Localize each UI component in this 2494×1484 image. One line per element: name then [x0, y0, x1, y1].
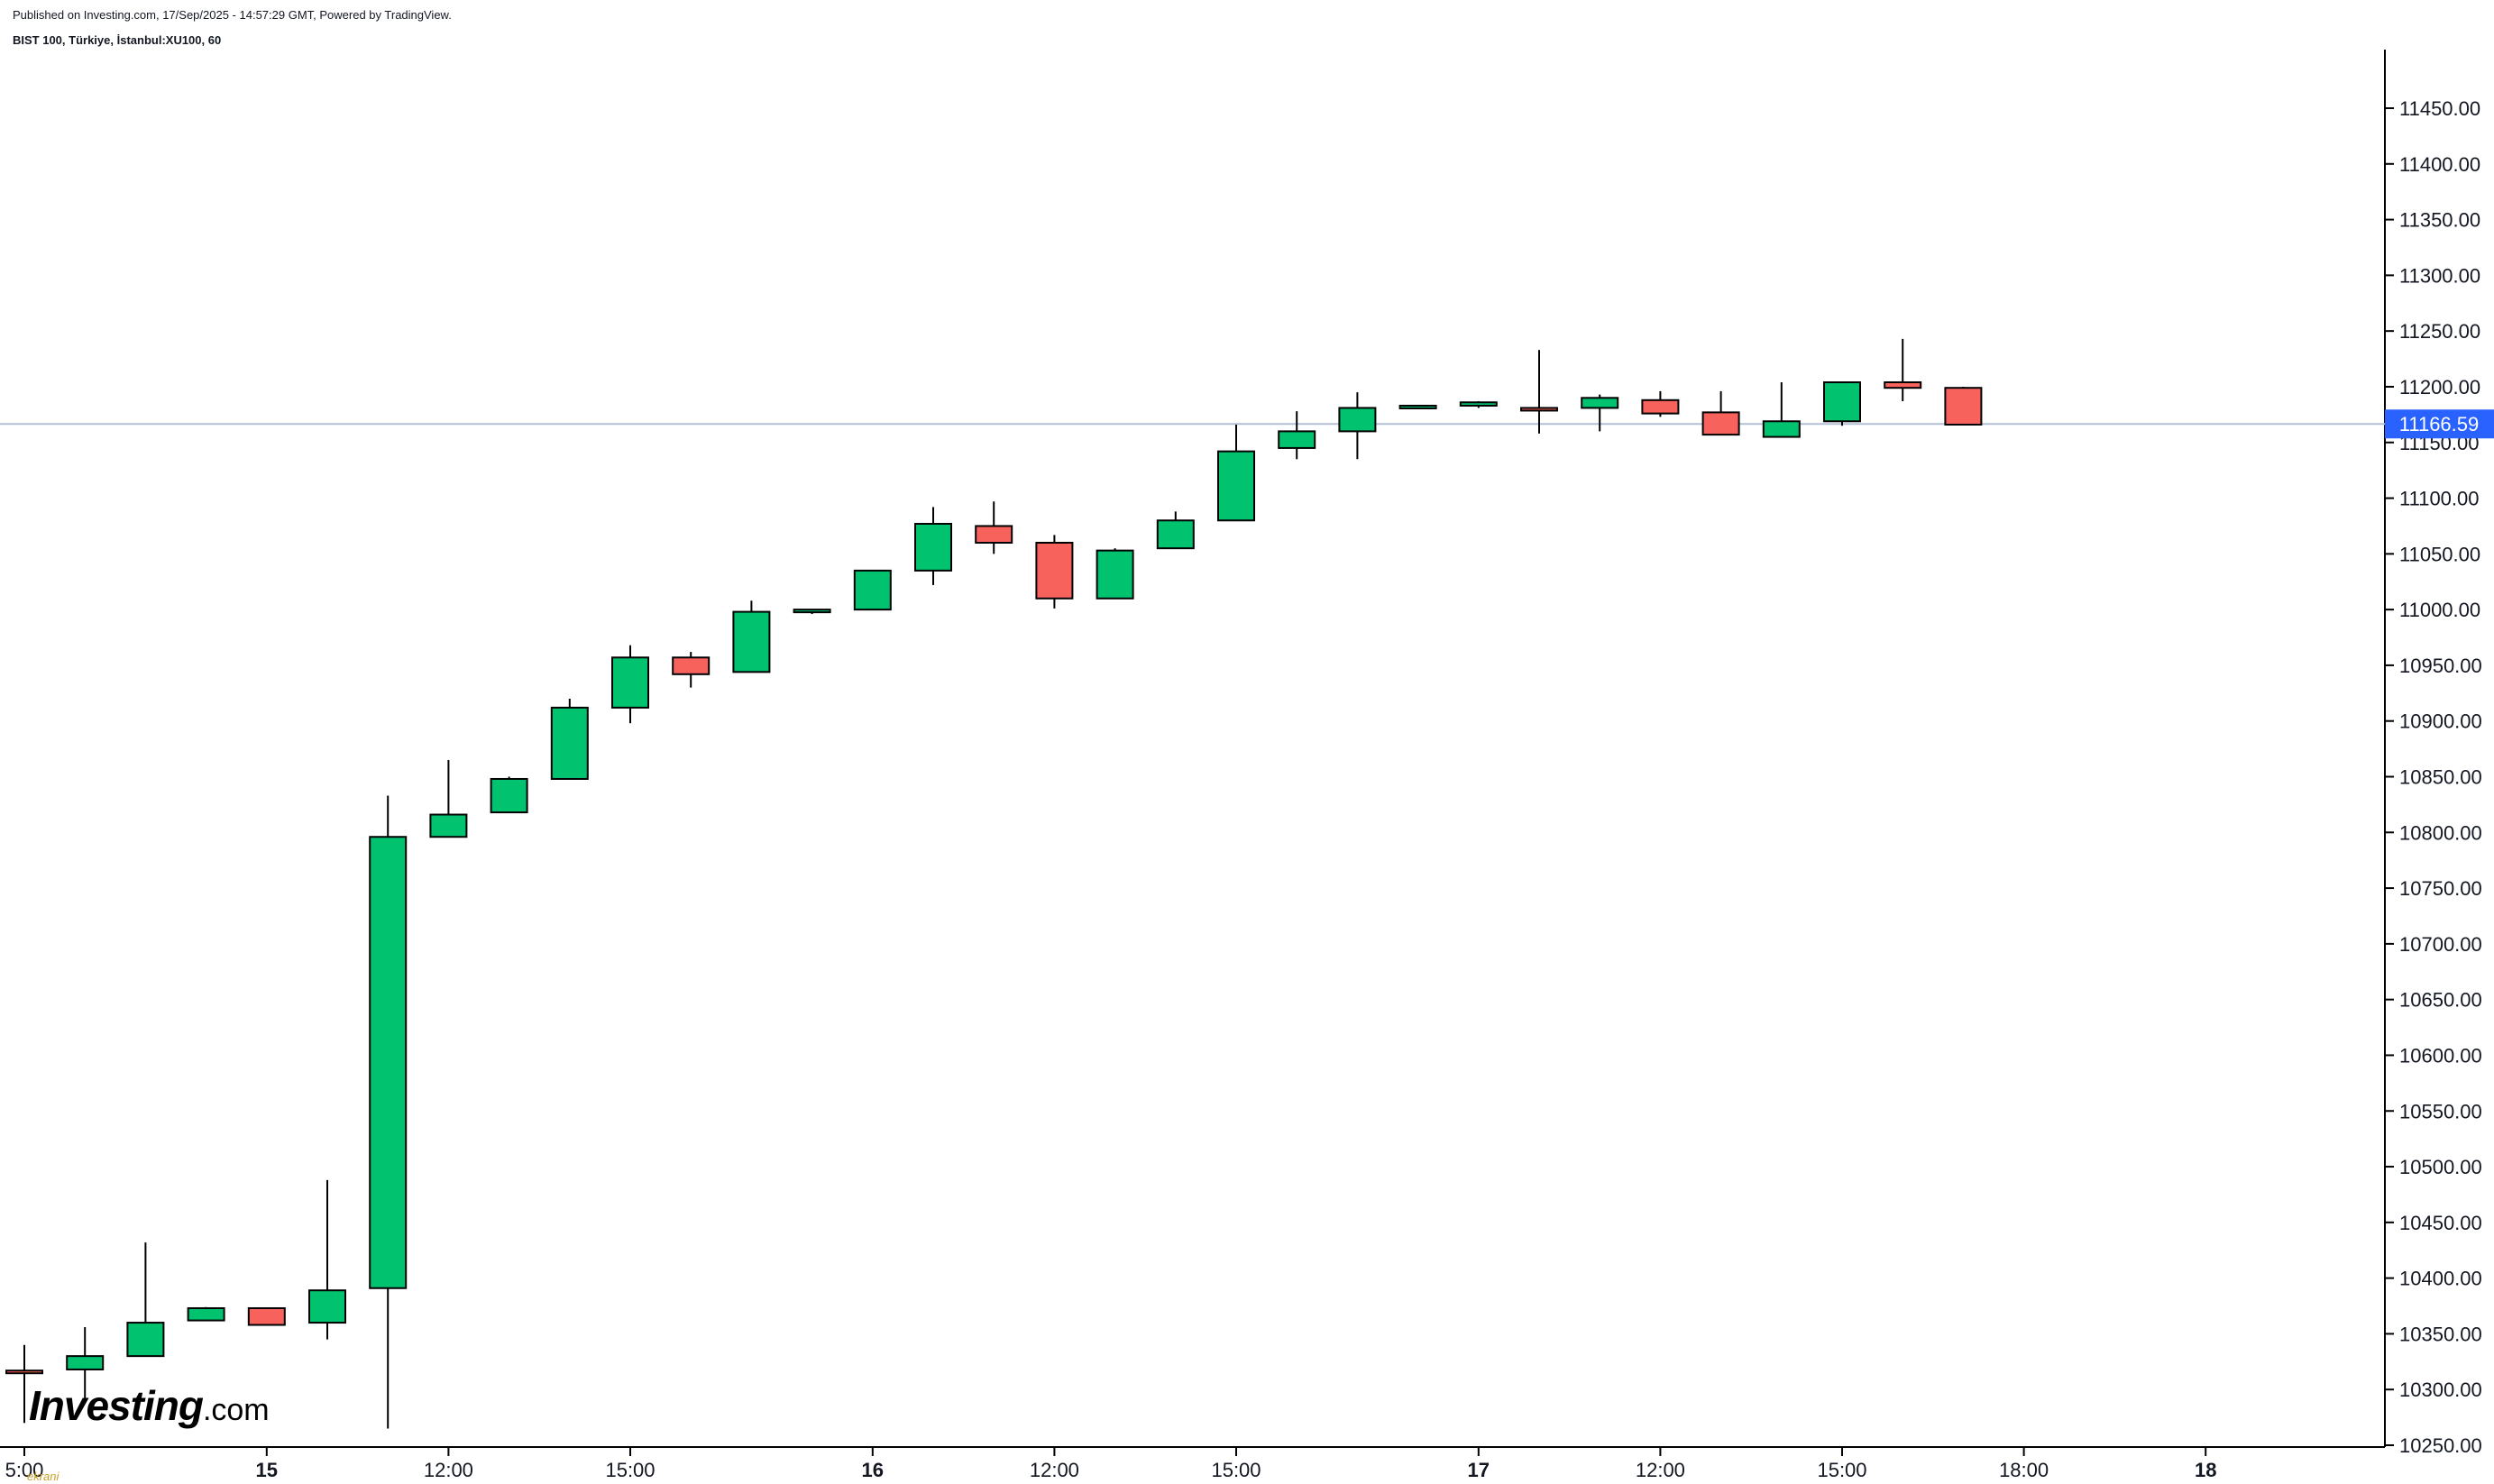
logo-main-text: Investing — [29, 1382, 204, 1429]
x-tick-label: 18:00 — [1999, 1459, 2049, 1481]
candle-body[interactable] — [1459, 401, 1498, 407]
y-tick-label: 11450.00 — [2399, 97, 2480, 120]
candle-body[interactable] — [975, 525, 1013, 544]
candle-body[interactable] — [369, 836, 408, 1289]
candle-body[interactable] — [490, 777, 528, 814]
y-tick-label: 10700.00 — [2399, 933, 2482, 956]
x-tick-label: 15:00 — [605, 1459, 655, 1481]
last-price-label: 11166.59 — [2399, 413, 2480, 435]
y-tick-label: 11050.00 — [2399, 543, 2480, 565]
candle-body[interactable] — [1641, 398, 1680, 415]
candle-body[interactable] — [1884, 381, 1922, 389]
candle-body[interactable] — [1398, 404, 1437, 409]
y-tick-label: 11300.00 — [2399, 264, 2480, 287]
candle-body[interactable] — [66, 1355, 105, 1370]
candle-body[interactable] — [1338, 407, 1377, 433]
candle-body[interactable] — [187, 1306, 225, 1322]
candle-body[interactable] — [672, 656, 711, 675]
investing-logo: Investing.com — [29, 1381, 270, 1430]
y-tick-label: 10450.00 — [2399, 1212, 2482, 1234]
y-tick-label: 10850.00 — [2399, 766, 2482, 789]
y-tick-label: 10550.00 — [2399, 1100, 2482, 1122]
candle-body[interactable] — [732, 610, 771, 673]
y-tick-label: 10950.00 — [2399, 655, 2482, 677]
y-tick-label: 10300.00 — [2399, 1379, 2482, 1401]
x-tick-label: 12:00 — [1636, 1459, 1685, 1481]
y-tick-label: 11350.00 — [2399, 209, 2480, 232]
y-tick-label: 11100.00 — [2399, 488, 2480, 510]
candle-body[interactable] — [611, 656, 649, 709]
candle-body[interactable] — [1278, 430, 1316, 449]
y-tick-label: 10400.00 — [2399, 1268, 2482, 1290]
candle-body[interactable] — [1823, 381, 1861, 423]
x-tick-label: 12:00 — [424, 1459, 473, 1481]
y-tick-label: 10650.00 — [2399, 989, 2482, 1012]
x-tick-label: 12:00 — [1030, 1459, 1079, 1481]
chart-header: Published on Investing.com, 17/Sep/2025 … — [13, 7, 452, 49]
candle-body[interactable] — [1096, 549, 1134, 600]
x-tick-label: 17 — [1468, 1459, 1490, 1481]
x-tick-label: 5:00 — [5, 1459, 44, 1481]
y-tick-label: 10600.00 — [2399, 1044, 2482, 1067]
candle-body[interactable] — [1217, 450, 1255, 522]
candle-body[interactable] — [1944, 387, 1983, 426]
candle-body[interactable] — [1035, 541, 1074, 600]
published-note: Published on Investing.com, 17/Sep/2025 … — [13, 8, 452, 22]
y-tick-label: 10750.00 — [2399, 877, 2482, 900]
candle-body[interactable] — [793, 609, 831, 614]
x-tick-label: 15 — [256, 1459, 278, 1481]
candle-body[interactable] — [308, 1289, 346, 1324]
y-tick-label: 11000.00 — [2399, 599, 2480, 621]
candle-body[interactable] — [1762, 420, 1801, 438]
x-tick-label: 15:00 — [1817, 1459, 1866, 1481]
y-tick-label: 11400.00 — [2399, 153, 2480, 176]
candle-body[interactable] — [853, 569, 892, 611]
logo-suffix-text: .com — [202, 1393, 270, 1427]
candle-body[interactable] — [914, 522, 952, 572]
y-tick-label: 10350.00 — [2399, 1323, 2482, 1345]
x-tick-label: 16 — [862, 1459, 884, 1481]
y-tick-label: 11250.00 — [2399, 320, 2480, 343]
last-price-badge — [2385, 409, 2494, 439]
candle-body[interactable] — [247, 1306, 286, 1326]
watermark: ekrani — [27, 1470, 60, 1483]
candle-body[interactable] — [550, 706, 589, 780]
candle-body[interactable] — [429, 813, 468, 838]
y-tick-label: 10900.00 — [2399, 710, 2482, 733]
y-tick-label: 11200.00 — [2399, 376, 2480, 398]
candle-body[interactable] — [1581, 397, 1619, 409]
candle-body[interactable] — [1701, 411, 1740, 436]
y-tick-label: 10500.00 — [2399, 1156, 2482, 1178]
y-tick-label: 10800.00 — [2399, 821, 2482, 844]
x-tick-label: 18 — [2195, 1459, 2216, 1481]
candle-body[interactable] — [5, 1369, 43, 1375]
y-tick-label: 10250.00 — [2399, 1434, 2482, 1457]
symbol-label: BIST 100, Türkiye, İstanbul:XU100, 60 — [13, 33, 222, 47]
candle-body[interactable] — [1520, 407, 1558, 412]
candle-body[interactable] — [126, 1322, 165, 1358]
x-tick-label: 15:00 — [1211, 1459, 1261, 1481]
candle-body[interactable] — [1156, 519, 1195, 550]
